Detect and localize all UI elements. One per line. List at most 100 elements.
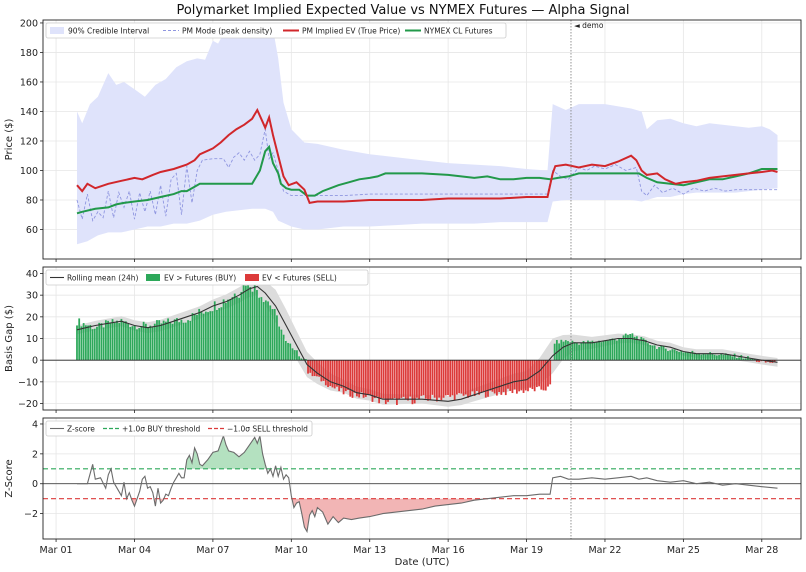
sell-bar xyxy=(453,360,456,401)
legend-box xyxy=(45,420,313,437)
legend-z-label: Z-score xyxy=(67,425,95,434)
buy-bar xyxy=(153,323,156,361)
buy-bar xyxy=(553,343,556,361)
buy-bar xyxy=(562,341,565,361)
buy-bar xyxy=(189,320,192,361)
sell-bar xyxy=(544,360,547,391)
xtick-label: Mar 07 xyxy=(196,545,229,556)
buy-bar xyxy=(111,319,114,361)
rolling-mean-line xyxy=(76,285,778,402)
sell-bar xyxy=(329,360,332,386)
sell-bar xyxy=(358,360,361,398)
basis-ytick-label: 0 xyxy=(32,356,38,367)
buy-bar xyxy=(751,358,754,361)
zscore-plot-area xyxy=(43,434,801,534)
sell-bar xyxy=(500,360,503,395)
buy-bar xyxy=(196,314,198,361)
basis-ytick-label: 20 xyxy=(26,312,38,323)
sell-bar xyxy=(473,360,476,396)
sell-bar xyxy=(402,360,405,397)
basis-ytick-label: 40 xyxy=(26,269,38,280)
sell-bar xyxy=(400,360,403,398)
buy-bar xyxy=(300,358,303,361)
buy-bar xyxy=(82,323,85,361)
sell-bar xyxy=(531,360,534,390)
buy-bar xyxy=(229,299,232,361)
sell-bar xyxy=(407,360,409,401)
buy-bar xyxy=(629,333,632,361)
buy-bar xyxy=(607,340,609,361)
buy-bar xyxy=(222,299,225,361)
sell-bar xyxy=(398,360,401,400)
buy-bar xyxy=(744,358,747,361)
buy-bar xyxy=(578,344,580,361)
basis-ytick-label: 10 xyxy=(26,334,38,345)
sell-bar xyxy=(376,360,378,397)
sell-bar xyxy=(458,360,461,394)
basis-plot-area xyxy=(43,275,801,407)
buy-bar xyxy=(571,340,574,361)
buy-bar xyxy=(284,340,287,361)
price-ytick-label: 200 xyxy=(20,18,38,29)
buy-bar xyxy=(258,297,261,361)
sell-bar xyxy=(322,360,325,381)
basis-ytick-label: −10 xyxy=(18,377,38,388)
buy-bar xyxy=(87,325,89,361)
buy-bar xyxy=(271,309,274,361)
buy-bar xyxy=(638,340,640,361)
sell-bar xyxy=(535,360,538,388)
buy-bar xyxy=(198,308,201,361)
sell-bar xyxy=(478,360,481,395)
sell-bar xyxy=(467,360,469,398)
buy-bar xyxy=(120,318,123,361)
sell-bar xyxy=(307,360,309,374)
buy-bar xyxy=(698,353,700,361)
buy-bar xyxy=(753,359,756,361)
buy-bar xyxy=(689,352,692,361)
buy-bar xyxy=(718,355,720,361)
buy-bar xyxy=(591,340,594,361)
sell-bar xyxy=(396,360,398,406)
sell-bar xyxy=(476,360,478,392)
buy-bar xyxy=(298,356,301,361)
sell-bar xyxy=(418,360,421,400)
buy-bar xyxy=(615,340,618,361)
sell-bar xyxy=(331,360,334,388)
sell-bar xyxy=(438,360,441,398)
buy-bar xyxy=(118,323,121,361)
buy-bar xyxy=(604,339,607,361)
buy-bar xyxy=(102,327,105,361)
buy-bar xyxy=(669,350,672,361)
sell-bar xyxy=(316,360,318,377)
sell-bar xyxy=(480,360,483,393)
buy-bar xyxy=(644,339,647,361)
buy-bar xyxy=(220,307,223,361)
buy-bar xyxy=(276,315,278,361)
sell-bar xyxy=(462,360,465,396)
buy-bar xyxy=(142,321,145,361)
buy-bar xyxy=(84,325,87,361)
buy-bar xyxy=(89,324,92,361)
buy-bar xyxy=(147,327,149,361)
buy-bar xyxy=(564,340,567,361)
sell-bar xyxy=(380,360,383,399)
buy-bar xyxy=(227,299,229,361)
buy-bar xyxy=(304,359,307,361)
buy-bar xyxy=(658,347,660,361)
sell-bar xyxy=(360,360,363,393)
sell-bar xyxy=(389,360,392,399)
buy-bar xyxy=(691,350,694,361)
buy-bar xyxy=(204,311,207,361)
pm-ev-line xyxy=(76,107,778,205)
buy-bar xyxy=(627,334,629,361)
sell-bar xyxy=(547,360,549,387)
buy-bar xyxy=(651,345,654,361)
buy-bar xyxy=(609,339,612,361)
sell-bar xyxy=(449,360,452,397)
buy-bar xyxy=(569,342,572,361)
buy-bar xyxy=(642,338,645,361)
buy-bar xyxy=(138,328,141,361)
price-ytick-label: 160 xyxy=(20,77,38,88)
buy-bar xyxy=(613,339,616,361)
sell-bar xyxy=(338,360,341,392)
